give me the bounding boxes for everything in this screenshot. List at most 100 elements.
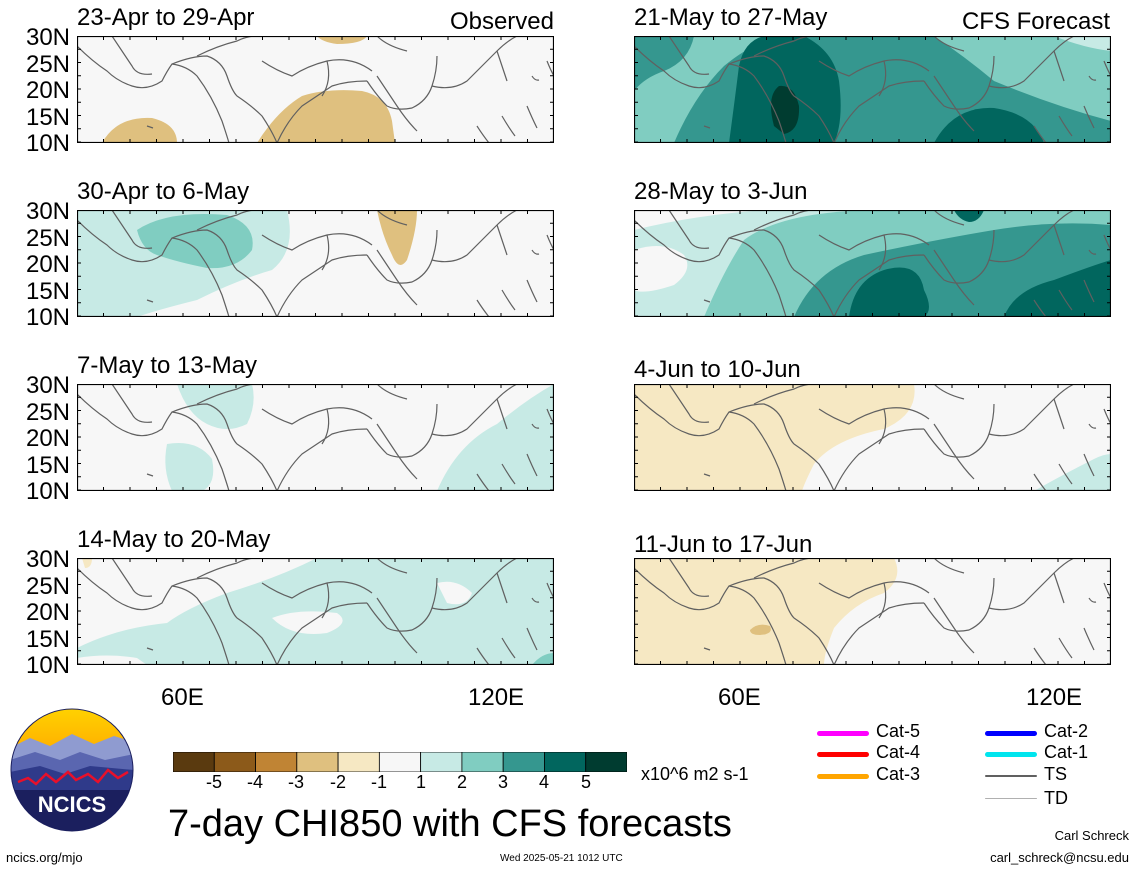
coastline [77, 567, 230, 665]
coastline [501, 115, 516, 137]
coastline [366, 403, 438, 458]
coastline [933, 249, 975, 306]
coastline [1083, 279, 1095, 303]
coastline [1058, 115, 1073, 137]
anomaly-region [532, 653, 554, 665]
colorbar-box [544, 752, 587, 772]
logo-text: NCICS [38, 792, 106, 817]
panel-title-4: 28-May to 3-Jun [634, 178, 808, 205]
colorbar-box [296, 752, 339, 772]
coastline [833, 80, 925, 143]
lat-label: 25N [25, 51, 70, 78]
colorbar-box [255, 752, 298, 772]
coastline [833, 254, 925, 317]
colorbar-box [420, 752, 463, 772]
coastlines [77, 558, 554, 665]
coastline [376, 75, 418, 132]
coastline [531, 75, 540, 81]
anomaly-region [377, 210, 417, 265]
coastline [476, 299, 490, 317]
coastline [476, 125, 490, 143]
map-ticks [77, 558, 554, 665]
colorbar-box [378, 752, 422, 772]
colorbar [173, 752, 627, 772]
coastline [431, 558, 518, 611]
lon-label-60e-right: 60E [718, 684, 761, 711]
colorbar-units: x10^6 m2 s-1 [641, 764, 749, 784]
anomaly-region [770, 85, 800, 134]
map-ticks [77, 36, 554, 143]
coastlines [77, 210, 554, 317]
coastline [818, 59, 930, 77]
coastline [111, 558, 153, 597]
coastline [496, 572, 508, 604]
map-panel-forecast-2 [634, 210, 1111, 317]
coastline [728, 577, 835, 665]
coastlines [634, 36, 1111, 143]
coastline [321, 60, 330, 97]
coastline [526, 453, 538, 477]
coastline [728, 403, 835, 491]
coastline [668, 36, 710, 75]
coastline [933, 210, 965, 226]
coastline [634, 393, 787, 491]
panel-title-6: 4-Jun to 10-Jun [634, 356, 801, 383]
lat-label: 30N [25, 24, 70, 51]
coastline [933, 36, 965, 52]
observed-label: Observed [449, 8, 554, 35]
coastline [1088, 249, 1097, 255]
coastline [376, 423, 418, 480]
coastline [988, 384, 1075, 437]
lat-label: 10N [25, 304, 70, 331]
coastline [668, 210, 710, 249]
lon-label-120e-left: 120E [468, 684, 525, 711]
coastline [878, 60, 887, 97]
coastline [261, 581, 373, 599]
coastline [431, 384, 518, 437]
legend-label-cat2: Cat-2 [1044, 721, 1089, 741]
lat-label: 20N [25, 599, 70, 626]
coastline [366, 577, 438, 632]
map-panel-forecast-1 [634, 36, 1111, 143]
coastline [321, 234, 330, 271]
coastline [1033, 125, 1047, 143]
coastline [476, 647, 490, 665]
coastline [878, 408, 887, 445]
coastline [171, 403, 278, 491]
coastline [496, 224, 508, 256]
legend-label-ts: TS [1044, 764, 1068, 784]
forecast-label: CFS Forecast [961, 8, 1110, 35]
author-email: carl_schreck@ncsu.edu [990, 850, 1129, 865]
lat-label: 10N [25, 652, 70, 679]
coastline [111, 210, 153, 249]
anomaly-region [634, 246, 688, 292]
colorbar-box [585, 752, 627, 772]
colorbar-tick-label: 1 [415, 772, 426, 792]
coastline [376, 249, 418, 306]
map-ticks [634, 36, 1111, 143]
coastline [111, 384, 153, 423]
coastline [431, 36, 518, 89]
coastline [703, 647, 711, 651]
coastline [923, 229, 995, 284]
anomaly-region [1034, 454, 1111, 491]
main-title: 7-day CHI850 with CFS forecasts [168, 803, 732, 845]
legend-label-cat5: Cat-5 [876, 721, 921, 741]
anomaly-region [257, 90, 395, 143]
lat-label: 20N [25, 77, 70, 104]
lat-label: 15N [25, 104, 70, 131]
legend-line-cat1 [985, 752, 1037, 757]
lat-label: 25N [25, 399, 70, 426]
coastline [366, 55, 438, 110]
lat-label: 30N [25, 198, 70, 225]
coastline [878, 582, 887, 619]
coastline [496, 50, 508, 82]
map-ticks [634, 558, 1111, 665]
coastline [988, 210, 1075, 263]
coastline [366, 229, 438, 284]
anomaly-region [165, 443, 214, 491]
coastline [923, 55, 995, 110]
coastline [276, 80, 368, 143]
lon-label-120e-right: 120E [1026, 684, 1083, 711]
coastline [526, 627, 538, 651]
